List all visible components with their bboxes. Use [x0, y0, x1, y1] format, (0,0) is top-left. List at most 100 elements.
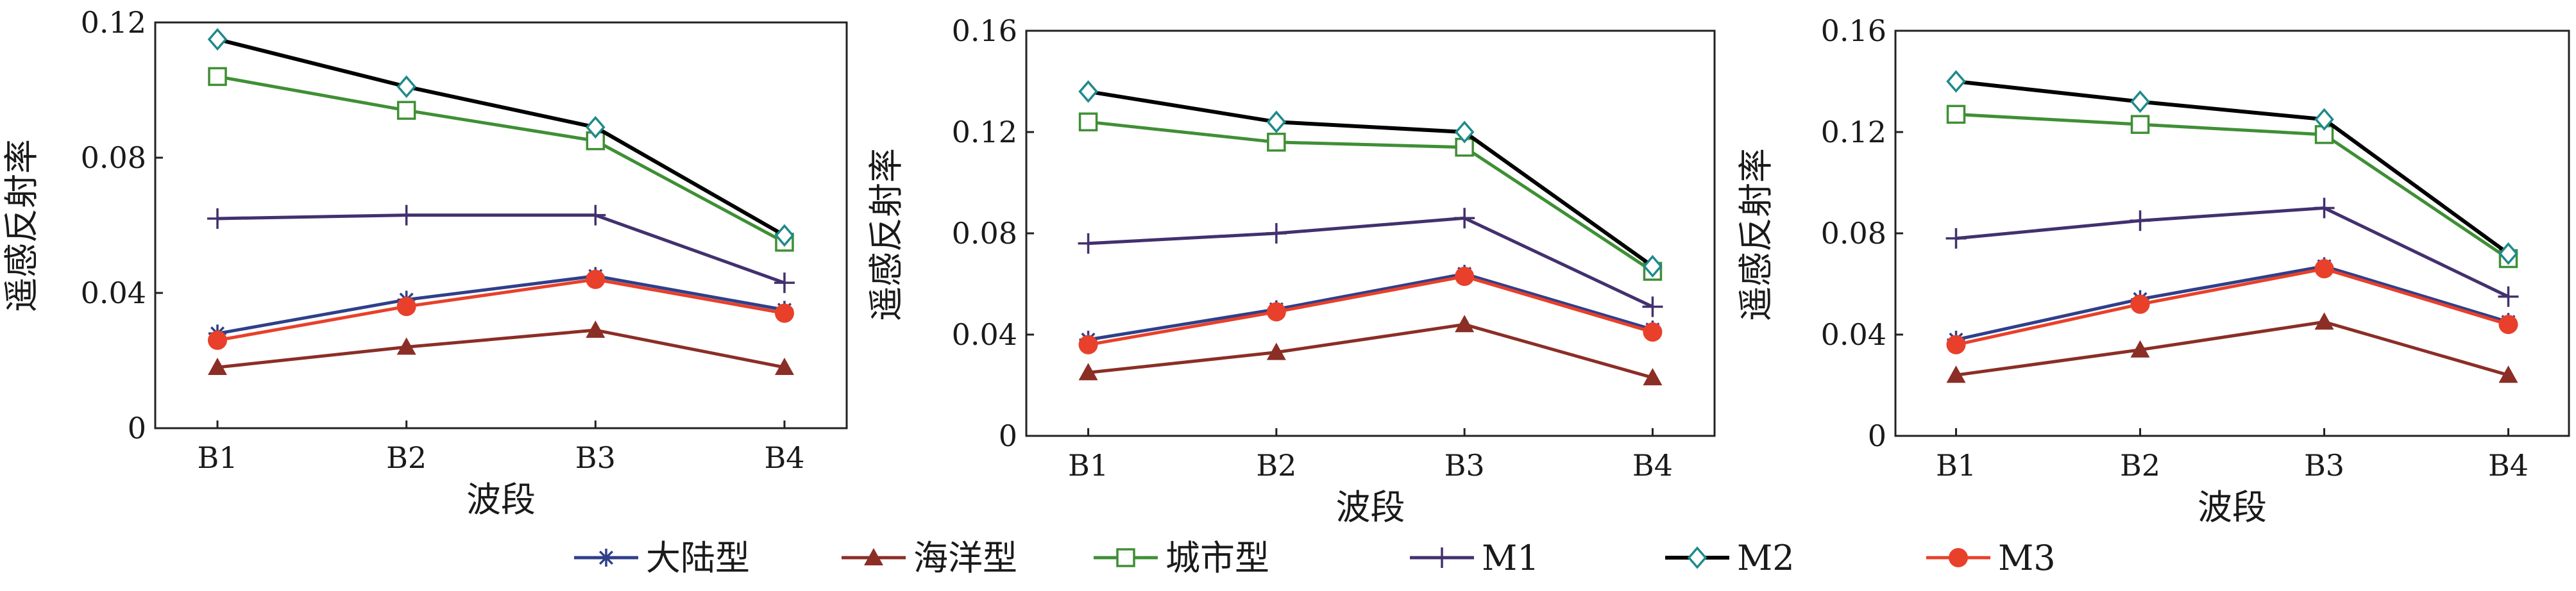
data-point-m2 — [1946, 70, 1966, 93]
series-m1 — [1078, 208, 1663, 317]
y-tick-label: 0 — [128, 411, 146, 445]
series-line-m2 — [217, 37, 786, 237]
data-point-maritime — [2314, 312, 2334, 330]
x-tick-label: B2 — [386, 440, 427, 475]
legend-label: 大陆型 — [646, 538, 750, 578]
data-point-m3 — [1266, 302, 1286, 322]
series-continental — [1079, 265, 1662, 349]
legend-marker — [1949, 548, 1968, 567]
series-m3 — [1946, 259, 2518, 354]
legend-item-m1: M1 — [1410, 538, 1539, 578]
data-point-m2 — [1266, 110, 1287, 133]
data-point-urban — [1267, 133, 1286, 152]
data-point-m1 — [1642, 296, 1663, 317]
y-tick-label: 0 — [999, 419, 1017, 453]
y-tick-label: 0.12 — [81, 5, 146, 40]
y-tick-label: 0.08 — [81, 140, 146, 175]
data-point-m1 — [585, 204, 606, 226]
data-point-m2 — [586, 115, 606, 139]
x-tick-label: B1 — [1936, 448, 1976, 483]
data-point-maritime — [1455, 315, 1475, 333]
data-point-maritime — [208, 358, 228, 376]
y-axis-title: 遥感反射率 — [1, 139, 42, 312]
legend-label: 城市型 — [1165, 538, 1269, 578]
x-tick-label: B1 — [1068, 448, 1108, 483]
data-point-m3 — [1946, 335, 1966, 354]
data-point-m2 — [207, 28, 228, 51]
plot-frame — [1025, 29, 1716, 437]
series-line-maritime — [1956, 320, 2509, 377]
x-axis-title: 波段 — [2198, 487, 2267, 528]
series-urban — [1946, 104, 2518, 269]
series-line-continental — [1955, 264, 2509, 342]
x-tick-label: B4 — [764, 440, 804, 475]
y-tick-label: 0.04 — [952, 317, 1017, 352]
series-line-urban — [1088, 120, 1654, 273]
series-line-m1 — [217, 213, 785, 285]
data-point-urban — [208, 67, 227, 87]
x-tick-label: B3 — [1445, 448, 1485, 483]
y-axis-title: 遥感反射率 — [866, 148, 906, 321]
x-tick-label: B1 — [197, 440, 237, 475]
x-tick-label: B3 — [2304, 448, 2344, 483]
y-tick-label: 0.12 — [1821, 115, 1886, 149]
y-tick-label: 0.04 — [81, 276, 146, 310]
data-point-m2 — [1643, 254, 1663, 278]
data-point-m3 — [1455, 267, 1475, 287]
chart-panel-1: 0 0.04 0.08 0.12 B1 B2 B3 B4 波段 遥感反射率 — [1, 5, 848, 520]
x-tick-label: B3 — [575, 440, 616, 475]
data-point-maritime — [586, 320, 606, 338]
series-line-maritime — [1088, 322, 1654, 379]
data-point-m3 — [2498, 315, 2518, 335]
data-point-m2 — [1454, 121, 1475, 144]
legend-label: 海洋型 — [913, 538, 1017, 578]
series-maritime — [208, 320, 794, 376]
series-m3 — [208, 269, 794, 350]
series-continental — [208, 267, 793, 343]
legend-marker — [597, 549, 615, 567]
data-point-m3 — [2130, 294, 2150, 314]
series-line-m2 — [1956, 79, 2510, 256]
x-tick-label: B2 — [1256, 448, 1296, 483]
legend-marker — [1687, 546, 1707, 569]
data-point-maritime — [2498, 365, 2518, 383]
data-point-m1 — [1945, 228, 1967, 249]
legend-item-continental: 大陆型 — [574, 538, 750, 578]
data-point-m2 — [396, 75, 416, 98]
chart-panel-2: 0 0.04 0.08 0.12 0.16 B1 B2 B3 B4 波段 遥感反射率 — [866, 13, 1716, 528]
y-tick-label: 0.16 — [952, 13, 1017, 48]
data-point-m3 — [208, 330, 228, 350]
data-point-m1 — [1078, 233, 1099, 254]
data-point-m1 — [2498, 286, 2519, 307]
data-point-maritime — [2130, 340, 2150, 358]
y-axis-title: 遥感反射率 — [1736, 148, 1776, 321]
data-point-m1 — [2130, 210, 2151, 231]
x-tick-label: B2 — [2120, 448, 2160, 483]
series-line-continental — [1088, 272, 1654, 342]
data-point-maritime — [1266, 342, 1286, 360]
x-tick-label: B4 — [2488, 448, 2529, 483]
data-point-m2 — [1078, 80, 1098, 103]
series-m2 — [207, 28, 795, 247]
data-point-urban — [2314, 125, 2334, 144]
data-point-maritime — [1643, 368, 1663, 386]
data-point-m2 — [2498, 242, 2518, 265]
series-line-urban — [1956, 112, 2509, 260]
x-axis-title: 波段 — [1336, 487, 1405, 528]
data-point-urban — [396, 101, 416, 120]
data-point-maritime — [1078, 363, 1098, 381]
y-tick-label: 0.08 — [1821, 216, 1886, 251]
data-point-m3 — [774, 303, 794, 323]
series-line-m1 — [1088, 216, 1654, 308]
plot-frame — [154, 21, 848, 429]
data-point-m2 — [2314, 108, 2334, 131]
data-point-m1 — [2314, 197, 2335, 219]
series-line-m3 — [1088, 274, 1654, 347]
data-point-m3 — [396, 297, 416, 317]
series-line-maritime — [217, 328, 785, 369]
data-point-m3 — [1643, 322, 1663, 342]
data-point-urban — [1946, 104, 1966, 124]
y-tick-label: 0.16 — [1821, 13, 1886, 48]
series-line-m1 — [1956, 206, 2509, 299]
